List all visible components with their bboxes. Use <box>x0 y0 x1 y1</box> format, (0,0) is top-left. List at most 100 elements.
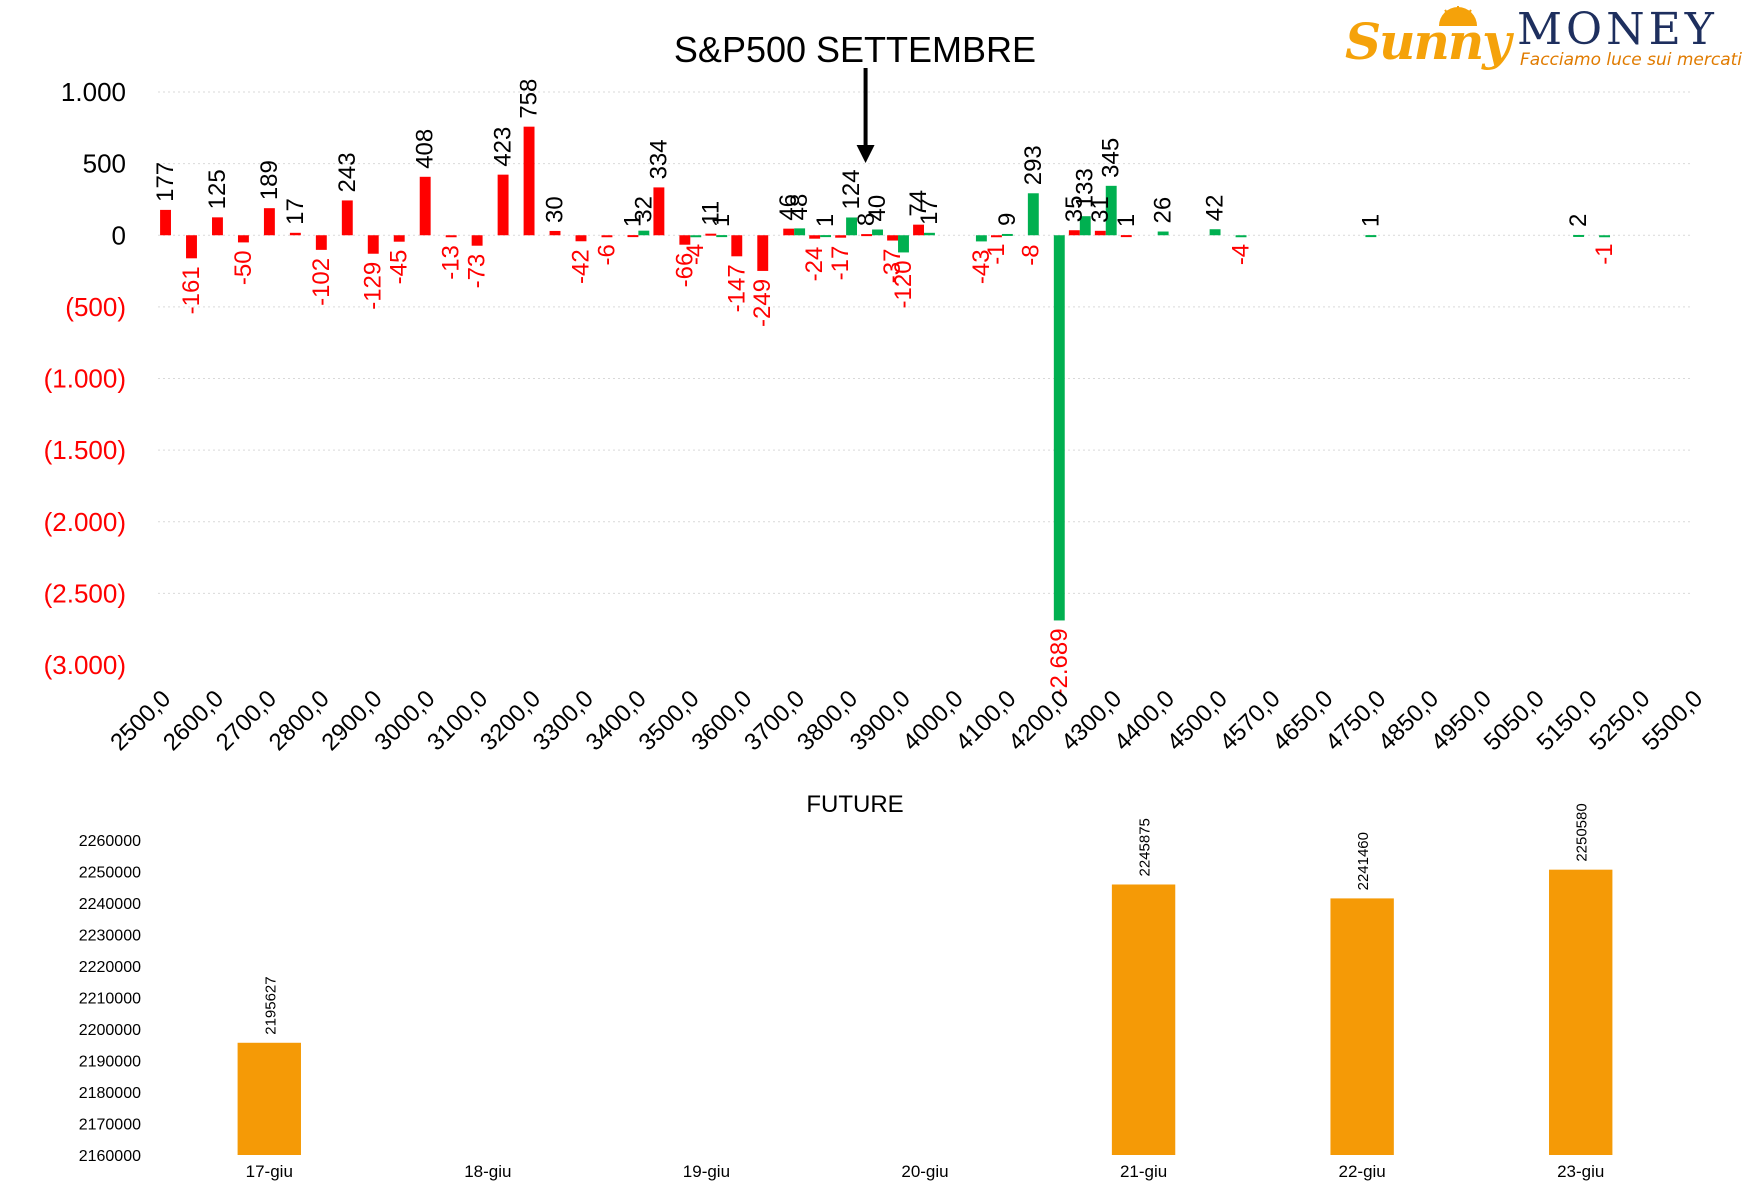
bar-red <box>497 174 509 236</box>
bar-red <box>861 234 873 237</box>
bar-red <box>237 235 249 243</box>
data-label: -50 <box>230 250 257 285</box>
bar-green <box>846 217 858 236</box>
data-label: 408 <box>412 129 439 169</box>
y-tick-label: 1.000 <box>61 77 126 107</box>
bar-red <box>913 224 924 236</box>
bar-red <box>263 208 275 236</box>
data-label: 40 <box>864 195 891 222</box>
future-y-tick: 2250000 <box>79 865 141 882</box>
y-tick-label: 500 <box>83 149 126 179</box>
bar-red <box>1094 230 1106 236</box>
data-label: -129 <box>360 262 387 310</box>
bar-red <box>601 235 613 238</box>
y-tick-label: (2.500) <box>44 578 126 608</box>
data-label: -249 <box>749 279 776 327</box>
bar-red <box>212 217 223 236</box>
bar-green <box>924 232 935 236</box>
data-label: 8 <box>853 213 880 226</box>
future-y-tick: 2160000 <box>79 1148 141 1165</box>
future-y-tick: 2200000 <box>79 1022 141 1039</box>
data-label: 46 <box>775 194 802 221</box>
future-data-label: 2241460 <box>1355 832 1372 890</box>
bar-green <box>975 235 987 242</box>
bar-green <box>1053 235 1065 621</box>
data-label: 35 <box>1061 196 1088 223</box>
marker-arrow-head <box>856 145 875 163</box>
data-label: 1 <box>812 214 839 227</box>
future-data-label: 2250580 <box>1574 803 1591 861</box>
bar-green <box>1365 235 1377 238</box>
data-label: 345 <box>1098 138 1125 178</box>
data-label: 177 <box>152 162 179 202</box>
data-label: -13 <box>438 245 465 280</box>
future-x-tick: 23-giu <box>1557 1162 1604 1181</box>
logo-sunny-text: Sunny <box>1345 12 1511 71</box>
data-label: 293 <box>1020 145 1047 185</box>
data-label: 125 <box>204 169 231 209</box>
bar-green <box>872 229 883 236</box>
future-y-tick: 2220000 <box>79 959 141 976</box>
data-label: -43 <box>968 249 995 284</box>
data-label: 1 <box>1113 214 1140 227</box>
logo-tagline: Facciamo luce sui mercati <box>1520 50 1743 70</box>
sp500-chart: 1.000 500 0 (500) (1.000) (1.500) (2.000) (2.50… <box>44 29 1709 756</box>
data-label: 133 <box>1072 168 1099 208</box>
y-tick-label: (3.000) <box>44 650 126 680</box>
future-data-label: 2245875 <box>1137 818 1154 876</box>
bar-green <box>1027 193 1039 236</box>
bar-green <box>1573 234 1585 237</box>
data-label: 11 <box>697 201 724 226</box>
data-label: 124 <box>838 169 865 209</box>
future-x-tick: 17-giu <box>246 1162 293 1181</box>
data-label: -42 <box>567 249 594 284</box>
data-label: -1 <box>983 243 1010 264</box>
bar-green <box>820 235 832 238</box>
data-label: -102 <box>308 258 335 306</box>
data-label: 243 <box>334 152 361 192</box>
future-bar <box>1549 869 1613 1155</box>
data-label: 48 <box>786 194 813 221</box>
bar-red <box>1068 230 1080 236</box>
bar-red <box>679 235 691 245</box>
bar-green <box>1079 216 1091 236</box>
data-label: -1 <box>1591 243 1618 264</box>
future-title: FUTURE <box>806 791 903 818</box>
data-label: -147 <box>723 264 750 312</box>
data-label: 1 <box>1357 214 1384 227</box>
bar-red <box>783 228 795 236</box>
data-label: -4 <box>682 244 709 265</box>
data-label: 74 <box>905 190 932 217</box>
future-y-tick: 2230000 <box>79 928 141 945</box>
data-label: 42 <box>1202 195 1229 222</box>
future-y-tick: 2210000 <box>79 991 141 1008</box>
data-label: 17 <box>282 198 309 225</box>
future-y-tick: 2190000 <box>79 1054 141 1071</box>
data-label: 189 <box>256 160 283 200</box>
future-y-tick: 2170000 <box>79 1117 141 1134</box>
bar-red <box>887 235 899 241</box>
data-label: -17 <box>827 246 854 281</box>
data-label: 334 <box>645 139 672 179</box>
future-bar <box>1330 898 1394 1155</box>
data-label: 9 <box>994 213 1021 226</box>
bar-red <box>289 232 301 236</box>
bar-red <box>549 230 561 236</box>
bar-red <box>627 235 639 238</box>
data-label: -66 <box>671 253 698 288</box>
bar-red <box>835 235 847 238</box>
future-x-tick: 19-giu <box>683 1162 730 1181</box>
bar-red <box>523 126 535 236</box>
data-label: -45 <box>386 250 413 285</box>
bar-green <box>1001 233 1013 236</box>
data-label: 758 <box>516 79 543 119</box>
bar-red <box>160 209 171 236</box>
future-x-tick: 20-giu <box>901 1162 948 1181</box>
bar-red <box>990 235 1002 238</box>
bar-green <box>638 230 650 236</box>
bar-red <box>575 235 587 242</box>
y-tick-label: 0 <box>112 220 126 250</box>
data-label: -2.689 <box>1046 628 1073 696</box>
bar-red <box>705 233 717 236</box>
